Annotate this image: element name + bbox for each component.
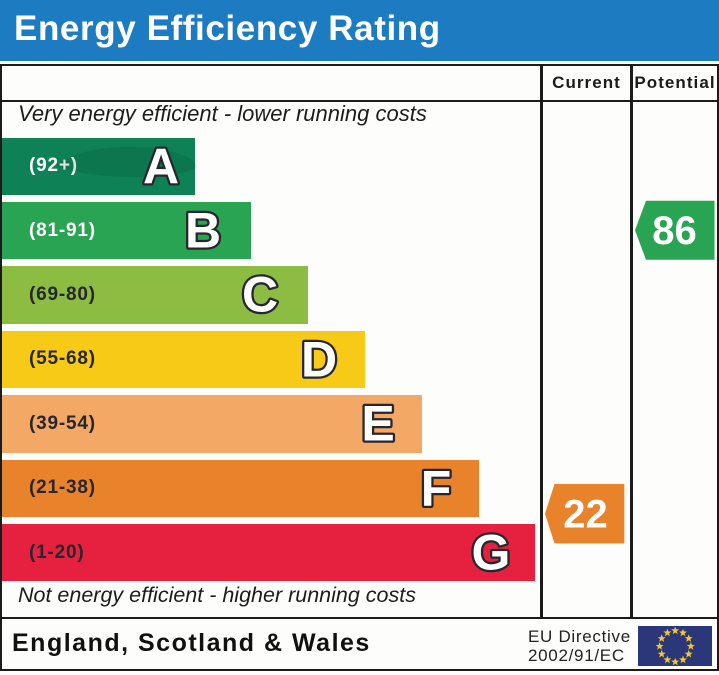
svg-text:C: C (242, 267, 278, 323)
svg-text:86: 86 (652, 209, 697, 253)
svg-text:B: B (185, 202, 221, 258)
svg-text:G: G (471, 524, 510, 580)
svg-text:E: E (361, 396, 394, 452)
svg-text:F: F (421, 460, 452, 516)
svg-text:A: A (142, 138, 178, 194)
svg-text:22: 22 (563, 493, 608, 537)
svg-text:D: D (300, 331, 336, 387)
